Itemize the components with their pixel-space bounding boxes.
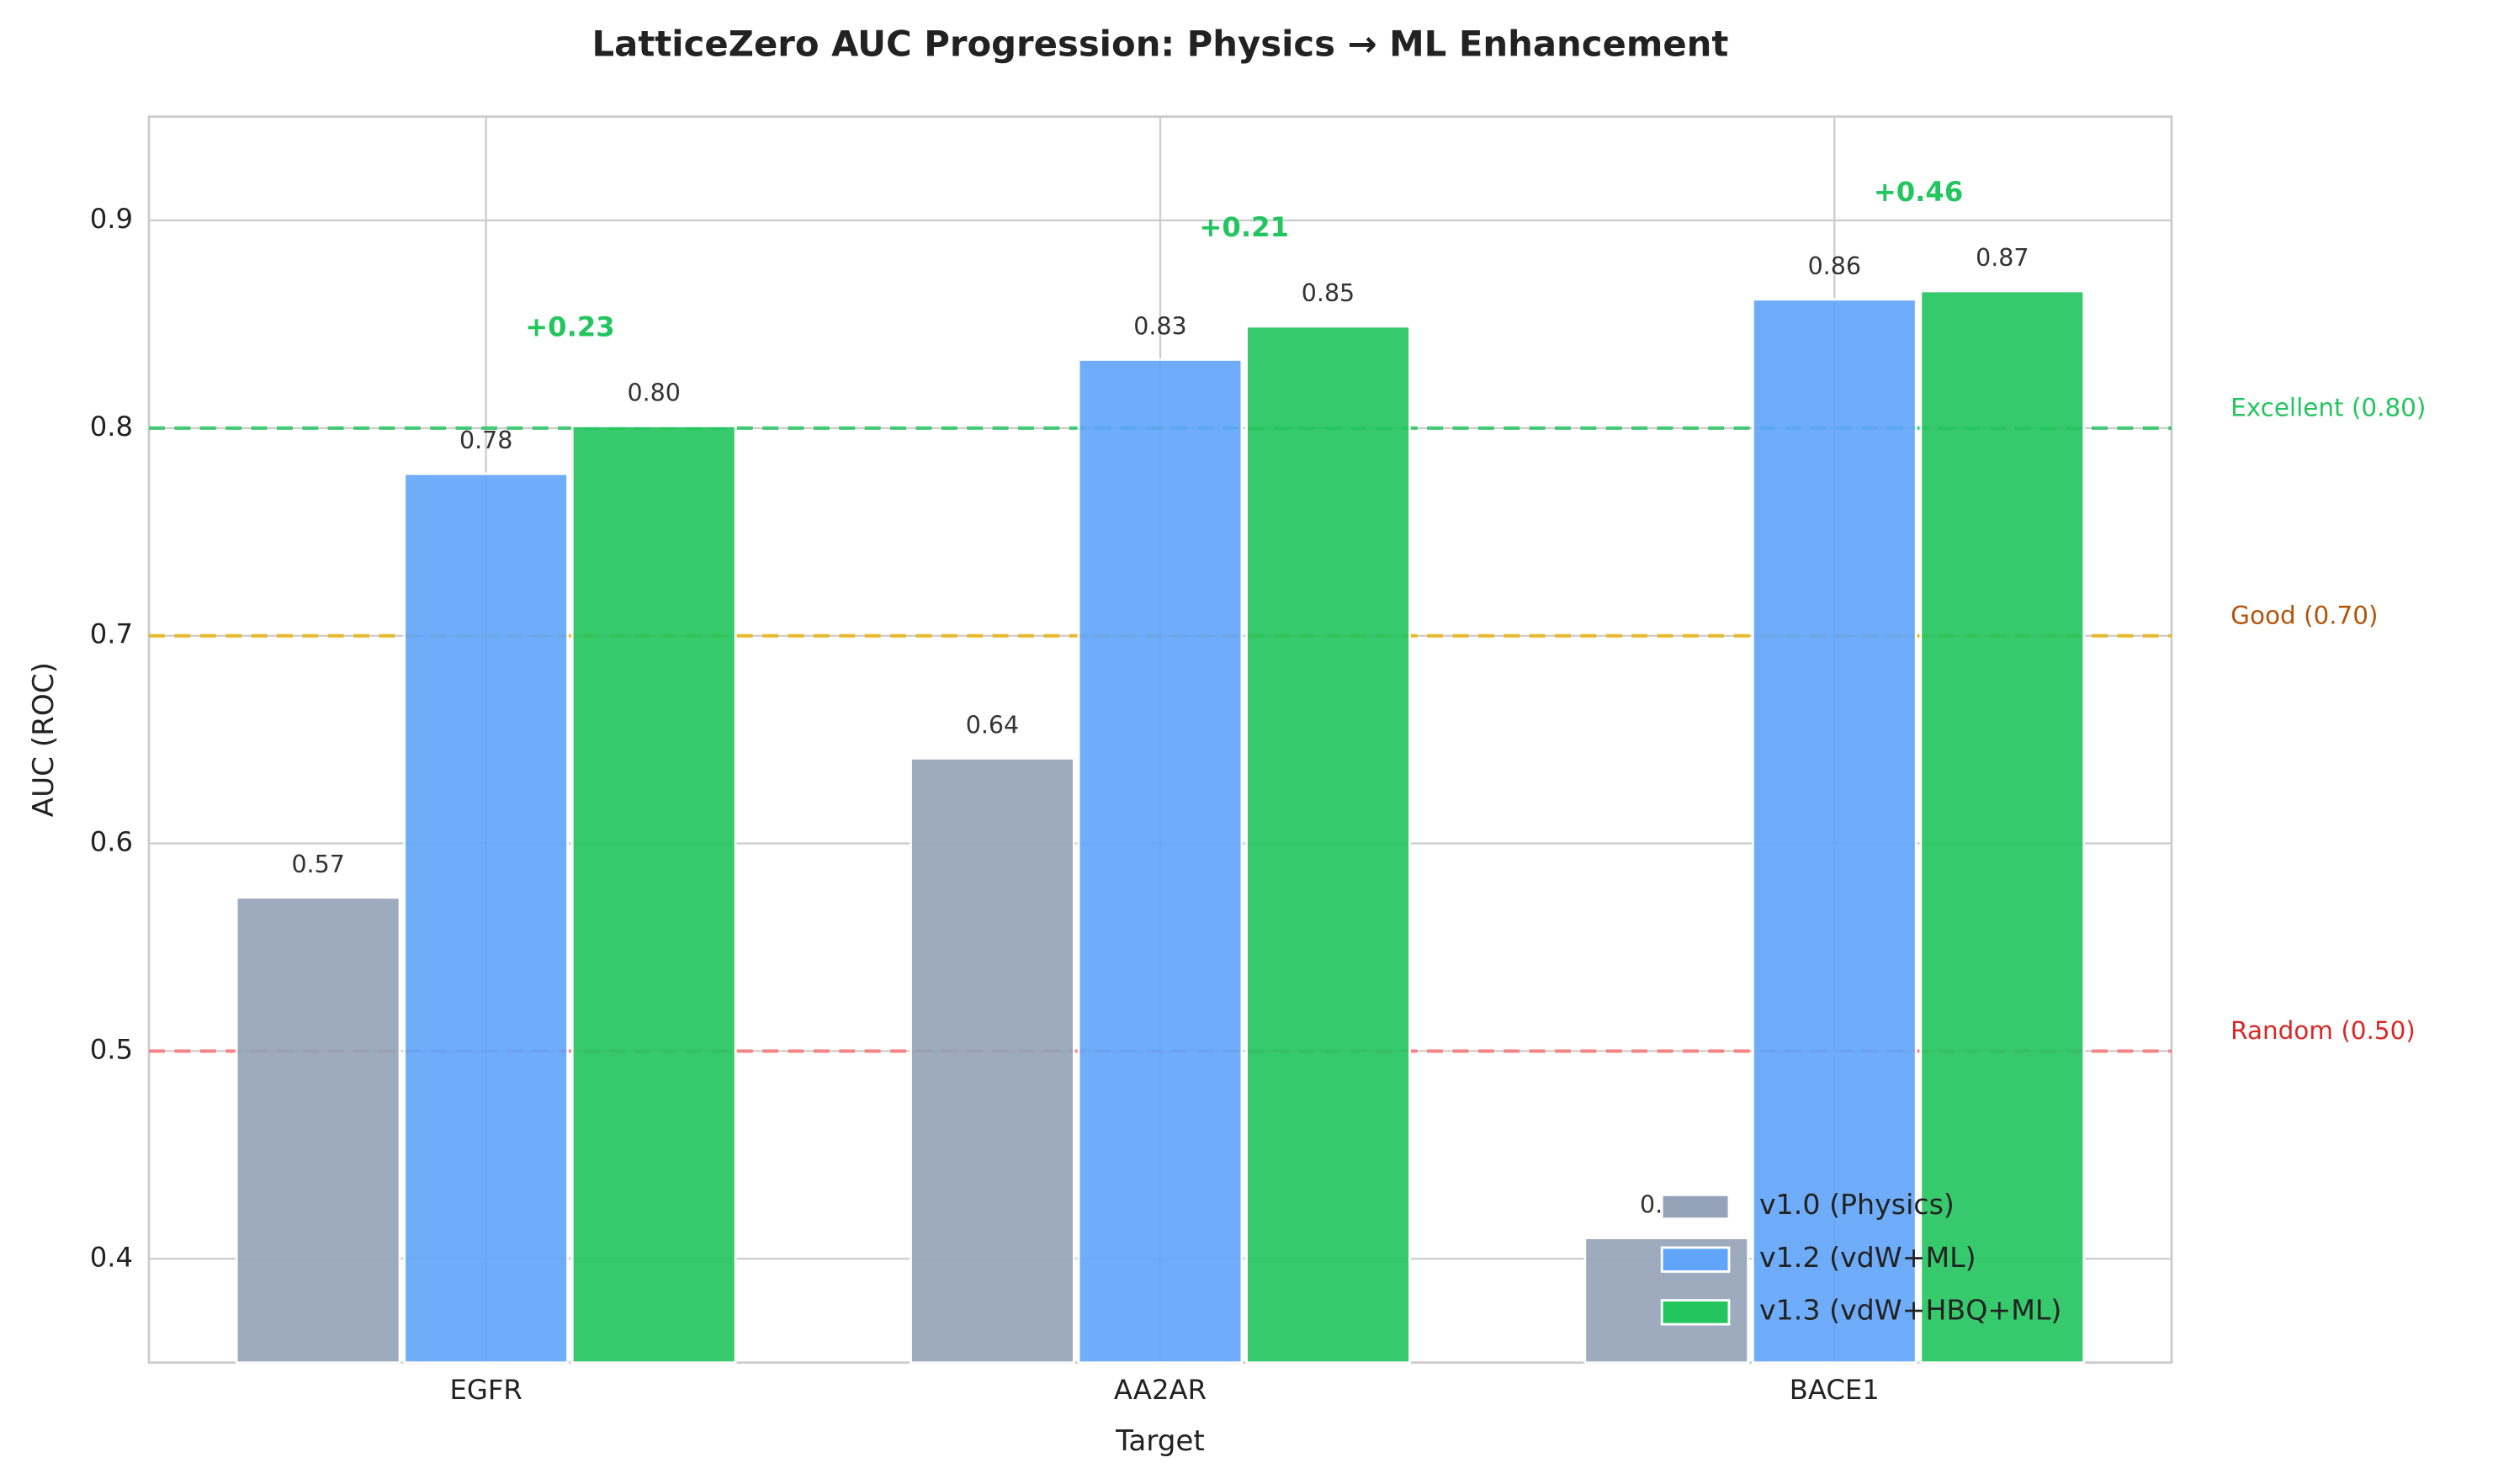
- bar: [910, 756, 1075, 1365]
- y-tick-label: 0.8: [90, 411, 133, 443]
- value-label: 0.80: [627, 379, 680, 406]
- reference-label: Random (0.50): [2230, 1016, 2416, 1045]
- value-label: 0.64: [966, 711, 1019, 739]
- value-label: 0.86: [1808, 252, 1861, 280]
- bar: [1245, 325, 1411, 1365]
- value-label: 0.83: [1133, 312, 1186, 340]
- y-tick-label: 0.6: [90, 826, 133, 858]
- improvement-annotation: +0.21: [1199, 211, 1289, 243]
- x-tick-label: BACE1: [1790, 1374, 1880, 1406]
- improvement-annotation: +0.23: [525, 311, 615, 343]
- improvement-annotation: +0.46: [1874, 176, 1964, 208]
- bar: [1751, 298, 1917, 1365]
- value-label: 0.57: [291, 851, 344, 878]
- y-tick-label: 0.4: [90, 1241, 133, 1273]
- bar: [1919, 289, 2086, 1365]
- reference-label: Good (0.70): [2230, 601, 2378, 629]
- y-tick-label: 0.5: [90, 1033, 133, 1065]
- legend-swatch: [1660, 1246, 1731, 1273]
- bar: [1077, 358, 1244, 1365]
- bar: [570, 424, 737, 1365]
- y-tick-label: 0.9: [90, 203, 133, 235]
- value-label: 0.85: [1302, 279, 1355, 307]
- legend-label: v1.2 (vdW+ML): [1759, 1241, 1976, 1274]
- y-axis-label: AUC (ROC): [27, 662, 61, 817]
- legend-label: v1.0 (Physics): [1759, 1188, 1955, 1221]
- x-axis-label: Target: [1115, 1424, 1205, 1458]
- x-tick-label: EGFR: [449, 1374, 522, 1406]
- value-label: 0.87: [1976, 244, 2029, 272]
- x-tick-label: AA2AR: [1114, 1374, 1207, 1406]
- reference-label: Excellent (0.80): [2230, 394, 2426, 422]
- chart-title: LatticeZero AUC Progression: Physics → M…: [592, 24, 1729, 65]
- bar: [403, 472, 570, 1365]
- bar: [235, 896, 401, 1365]
- legend-swatch: [1660, 1299, 1731, 1326]
- legend-label: v1.3 (vdW+HBQ+ML): [1759, 1293, 2061, 1326]
- value-label: 0.78: [459, 427, 512, 454]
- legend-swatch: [1660, 1193, 1731, 1221]
- y-tick-label: 0.7: [90, 618, 133, 650]
